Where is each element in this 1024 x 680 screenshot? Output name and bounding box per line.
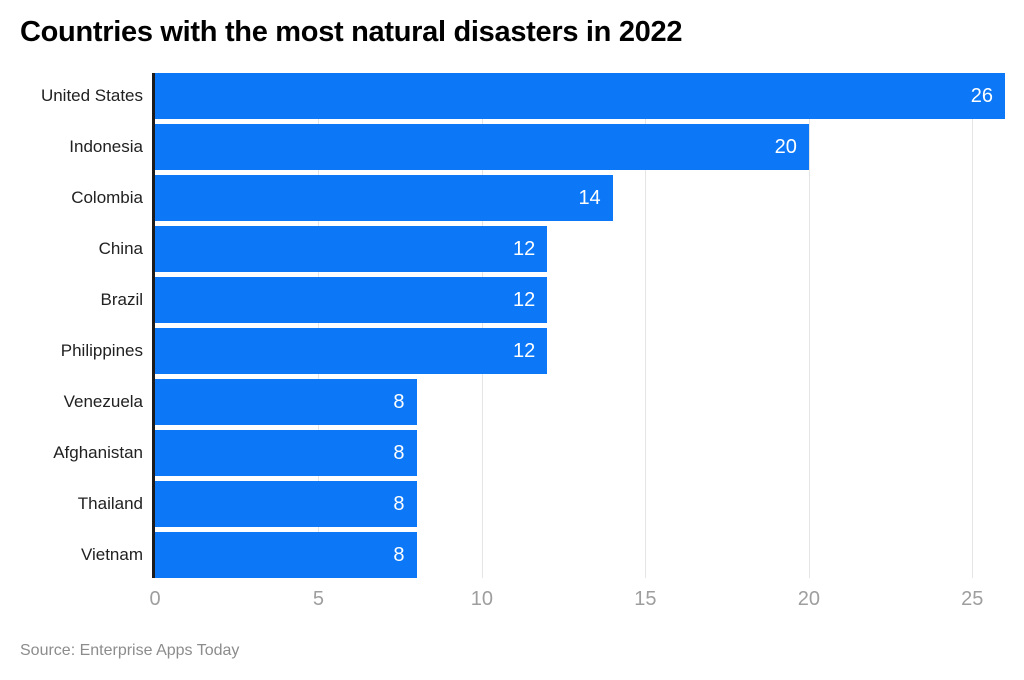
category-label-afghanistan: Afghanistan [53, 443, 143, 462]
gridline-10 [481, 73, 483, 578]
category-label-colombia: Colombia [71, 188, 143, 207]
bar-value-label: 8 [393, 544, 405, 566]
bar-series: 26 20 14 12 12 12 8 8 8 8 [155, 73, 1005, 578]
category-label-china: China [98, 239, 143, 258]
bar-indonesia: 20 [155, 124, 809, 170]
x-tick-label-10: 10 [470, 588, 494, 610]
x-tick-label-15: 15 [634, 588, 657, 610]
bar-value-label: 12 [513, 289, 536, 311]
bar-value-label: 20 [774, 136, 797, 158]
x-tick-label-5: 5 [312, 588, 325, 610]
gridlines [155, 73, 1005, 578]
bar-value-label: 14 [578, 187, 601, 209]
gridline-25 [972, 73, 974, 578]
category-label-vietnam: Vietnam [80, 545, 143, 564]
gridline-5 [318, 73, 320, 578]
bar-china: 12 [155, 226, 548, 272]
x-tick-label-20: 20 [797, 588, 820, 610]
bar-united-states: 26 [155, 73, 1005, 119]
bar-afghanistan: 8 [155, 430, 417, 476]
source-note: Source: Enterprise Apps Today [20, 642, 240, 659]
gridline-20 [808, 73, 810, 578]
bar-value-label: 8 [393, 493, 405, 515]
bar-brazil: 12 [155, 277, 548, 323]
category-label-thailand: Thailand [77, 494, 143, 513]
bar-vietnam: 8 [155, 532, 417, 578]
bar-value-label: 12 [513, 238, 536, 260]
category-labels: United States Indonesia Colombia China Brazi… [0, 73, 143, 578]
bar-value-label: 8 [393, 391, 405, 413]
category-label-philippines: Philippines [60, 341, 143, 360]
x-tick-label-25: 25 [961, 588, 984, 610]
category-label-venezuela: Venezuela [63, 392, 143, 411]
y-axis-line [152, 73, 155, 578]
bar-value-label: 12 [513, 340, 536, 362]
category-label-indonesia: Indonesia [69, 137, 143, 156]
bar-value-label: 26 [970, 85, 993, 107]
chart-title: Countries with the most natural disaster… [20, 16, 683, 48]
bar-venezuela: 8 [155, 379, 417, 425]
x-axis-tick-labels: 0 5 10 15 20 25 [149, 587, 1005, 611]
x-tick-label-0: 0 [149, 588, 161, 610]
bar-thailand: 8 [155, 481, 417, 527]
bar-philippines: 12 [155, 328, 548, 374]
gridline-15 [645, 73, 647, 578]
category-label-united-states: United States [40, 86, 143, 105]
category-label-brazil: Brazil [100, 290, 143, 309]
bar-colombia: 14 [155, 175, 613, 221]
bar-value-label: 8 [393, 442, 405, 464]
